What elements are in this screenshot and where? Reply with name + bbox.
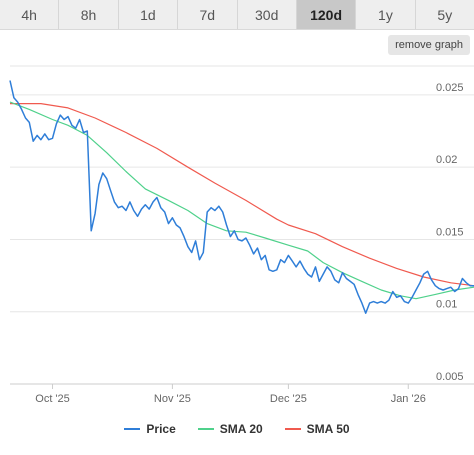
series-line-sma-20	[9, 101, 474, 300]
legend-swatch-sma-50	[284, 428, 301, 430]
tab-8h[interactable]: 8h	[59, 0, 119, 29]
legend-item-price[interactable]: Price	[124, 422, 176, 436]
remove-graph-button[interactable]: remove graph	[388, 35, 470, 55]
price-chart: 0.025 0.02 0.015 0.01 0.005 Oct '25 Nov '25 Dec…	[9, 65, 474, 405]
legend-item-sma-20[interactable]: SMA 20	[197, 422, 263, 436]
legend-label-sma-20: SMA 20	[219, 422, 263, 436]
tab-1d[interactable]: 1d	[119, 0, 179, 29]
legend-item-sma-50[interactable]: SMA 50	[284, 422, 350, 436]
x-tick-label: Dec '25	[270, 393, 307, 405]
legend-swatch-sma-20	[197, 428, 214, 430]
tab-4h[interactable]: 4h	[0, 0, 60, 29]
timeframe-tabs: 4h 8h 1d 7d 30d 120d 1y 5y	[0, 0, 474, 30]
tab-1y[interactable]: 1y	[356, 0, 416, 29]
tab-5y[interactable]: 5y	[437, 6, 453, 23]
legend-swatch-price	[124, 428, 141, 430]
series-line-sma-50	[10, 103, 474, 287]
y-tick-label: 0.015	[436, 226, 464, 238]
chart-legend: Price SMA 20 SMA 50	[0, 418, 474, 440]
x-tick-label: Nov '25	[154, 393, 191, 405]
y-tick-label: 0.005	[436, 371, 464, 383]
tab-30d[interactable]: 30d	[238, 0, 297, 29]
x-tick-label: Oct '25	[35, 393, 70, 405]
tab-7d[interactable]: 7d	[178, 0, 238, 29]
y-tick-label: 0.025	[436, 82, 464, 94]
y-tick-label: 0.01	[436, 299, 457, 311]
legend-label-sma-50: SMA 50	[306, 422, 350, 436]
legend-label-price: Price	[146, 422, 176, 436]
y-tick-label: 0.02	[436, 154, 457, 166]
x-tick-label: Jan '26	[391, 393, 426, 405]
tab-120d[interactable]: 120d	[296, 0, 357, 29]
series-line-price	[9, 80, 474, 314]
